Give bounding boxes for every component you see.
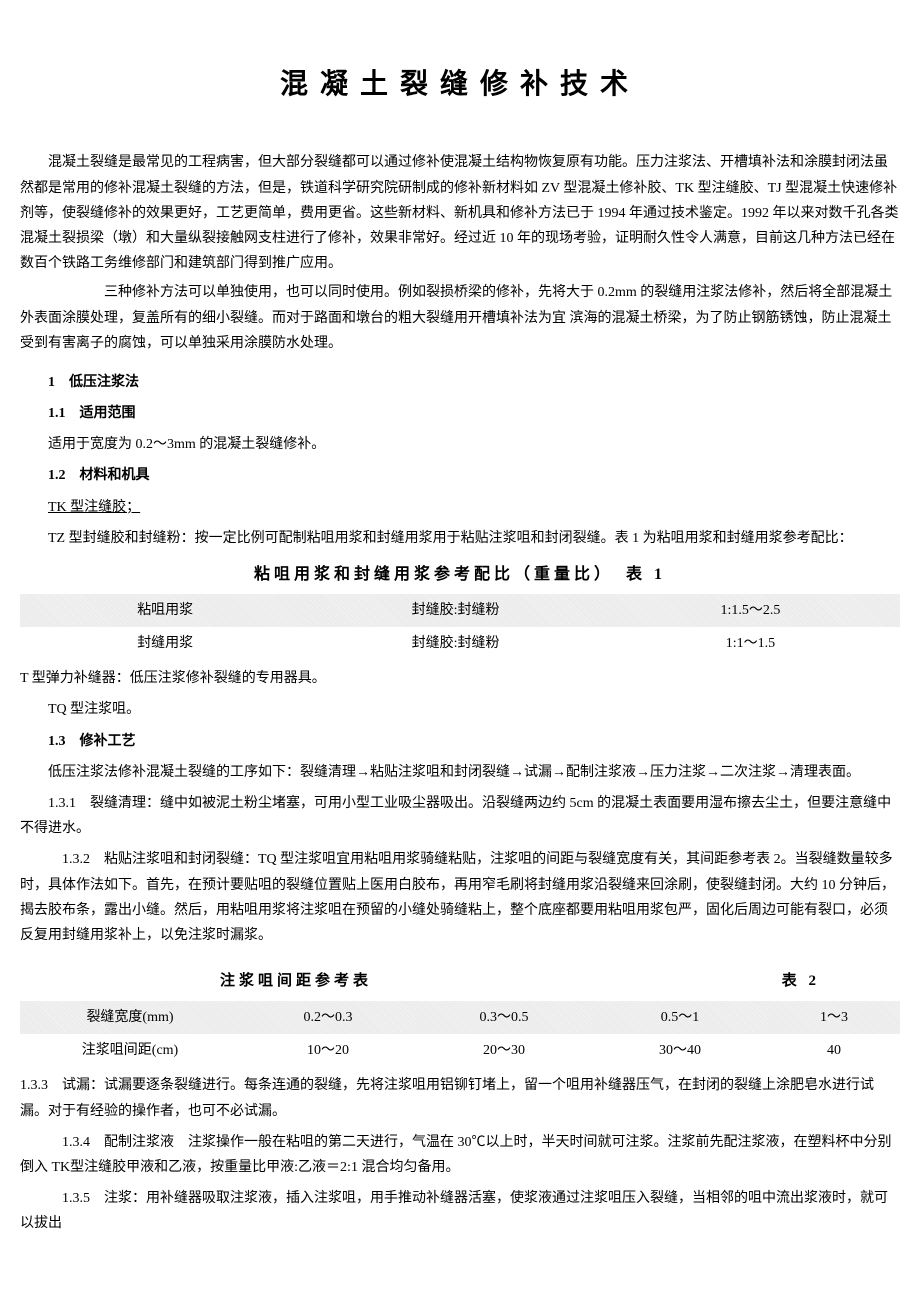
table-cell: 1:1～1.5 <box>601 627 900 660</box>
section-1-3-1-text: 1.3.1 裂缝清理：缝中如被泥土粉尘堵塞，可用小型工业吸尘器吸出。沿裂缝两边约… <box>20 791 900 841</box>
table-cell: 20～30 <box>416 1034 592 1067</box>
table-cell: 封缝胶:封缝粉 <box>310 594 600 627</box>
table-row: 裂缝宽度(mm) 0.2～0.3 0.3～0.5 0.5～1 1～3 <box>20 1001 900 1034</box>
section-1-3-3-text: 1.3.3 试漏：试漏要逐条裂缝进行。每条连通的裂缝，先将注浆咀用铝铆钉堵上，留… <box>20 1073 900 1123</box>
tk-material-label: TK 型注缝胶； <box>48 500 140 515</box>
table-cell: 30～40 <box>592 1034 768 1067</box>
tz-material-text: TZ 型封缝胶和封缝粉：按一定比例可配制粘咀用浆和封缝用浆用于粘贴注浆咀和封闭裂… <box>20 526 900 551</box>
section-1-3-4-text: 1.3.4 配制注浆液 注浆操作一般在粘咀的第二天进行，气温在 30℃以上时，半… <box>20 1130 900 1180</box>
page-title: 混凝土裂缝修补技术 <box>20 60 900 110</box>
section-1-1-heading: 1.1 适用范围 <box>20 401 900 426</box>
section-1-3-5-text: 1.3.5 注浆：用补缝器吸取注浆液，插入注浆咀，用手推动补缝器活塞，使浆液通过… <box>20 1186 900 1236</box>
table-cell: 注浆咀间距(cm) <box>20 1034 240 1067</box>
table-2: 裂缝宽度(mm) 0.2～0.3 0.3～0.5 0.5～1 1～3 注浆咀间距… <box>20 1001 900 1067</box>
section-1-3-text: 低压注浆法修补混凝土裂缝的工序如下：裂缝清理→粘贴注浆咀和封闭裂缝→试漏→配制注… <box>20 760 900 785</box>
table-1: 粘咀用浆 封缝胶:封缝粉 1:1.5～2.5 封缝用浆 封缝胶:封缝粉 1:1～… <box>20 594 900 660</box>
table-row: 封缝用浆 封缝胶:封缝粉 1:1～1.5 <box>20 627 900 660</box>
intro-paragraph-2: 三种修补方法可以单独使用，也可以同时使用。例如裂损桥梁的修补，先将大于 0.2m… <box>20 280 900 356</box>
section-1-1-text: 适用于宽度为 0.2～3mm 的混凝土裂缝修补。 <box>20 432 900 457</box>
section-1-3-2-text: 1.3.2 粘贴注浆咀和封闭裂缝：TQ 型注浆咀宜用粘咀用浆骑缝粘贴，注浆咀的间… <box>20 847 900 948</box>
intro-paragraph-1: 混凝土裂缝是最常见的工程病害，但大部分裂缝都可以通过修补使混凝土结构物恢复原有功… <box>20 150 900 276</box>
table-cell: 封缝用浆 <box>20 627 310 660</box>
t-type-text: T 型弹力补缝器：低压注浆修补裂缝的专用器具。 <box>20 666 900 691</box>
table-cell: 0.5～1 <box>592 1001 768 1034</box>
table-1-title: 粘咀用浆和封缝用浆参考配比（重量比） 表 1 <box>20 561 900 590</box>
table-2-title-row: 注浆咀间距参考表 表 2 <box>20 954 900 997</box>
table-cell: 1:1.5～2.5 <box>601 594 900 627</box>
table-cell: 粘咀用浆 <box>20 594 310 627</box>
section-1-heading: 1 低压注浆法 <box>20 370 900 395</box>
table-2-title-right: 表 2 <box>782 968 820 995</box>
table-cell: 封缝胶:封缝粉 <box>310 627 600 660</box>
table-2-title-left: 注浆咀间距参考表 <box>220 968 372 995</box>
table-cell: 裂缝宽度(mm) <box>20 1001 240 1034</box>
table-cell: 40 <box>768 1034 900 1067</box>
table-row: 注浆咀间距(cm) 10～20 20～30 30～40 40 <box>20 1034 900 1067</box>
table-cell: 1～3 <box>768 1001 900 1034</box>
table-cell: 0.3～0.5 <box>416 1001 592 1034</box>
section-1-3-heading: 1.3 修补工艺 <box>20 729 900 754</box>
table-row: 粘咀用浆 封缝胶:封缝粉 1:1.5～2.5 <box>20 594 900 627</box>
tq-type-text: TQ 型注浆咀。 <box>20 697 900 722</box>
table-cell: 10～20 <box>240 1034 416 1067</box>
table-cell: 0.2～0.3 <box>240 1001 416 1034</box>
section-1-2-heading: 1.2 材料和机具 <box>20 463 900 488</box>
